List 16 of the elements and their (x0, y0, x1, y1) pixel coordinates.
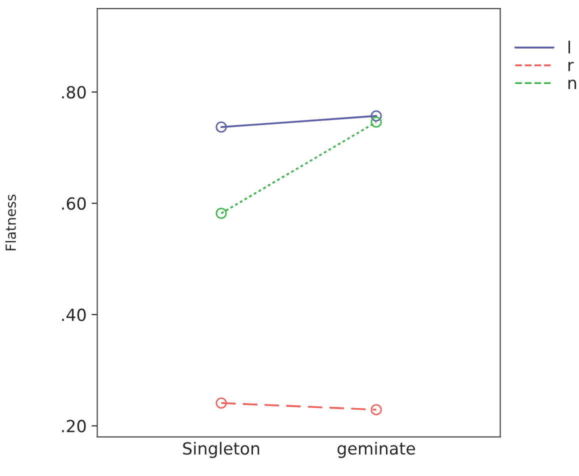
point (370, 116, 382, 128)
point (370, 404, 382, 416)
y-tick-label: .60 (62, 197, 86, 210)
x-tick-label: Singleton (183, 442, 260, 458)
y-tick-label: .20 (62, 420, 86, 432)
point (216, 122, 227, 133)
legend-label: n (568, 80, 576, 89)
x-tick-label: geminate (338, 442, 416, 458)
y-tick-label: .80 (62, 86, 86, 99)
y-axis-title: Flatness (5, 194, 16, 250)
y-tick-label: .40 (62, 308, 86, 322)
legend-label: l (568, 40, 570, 54)
point (370, 110, 382, 122)
point (216, 208, 227, 219)
point (216, 397, 227, 409)
legend-label: r (568, 62, 574, 72)
